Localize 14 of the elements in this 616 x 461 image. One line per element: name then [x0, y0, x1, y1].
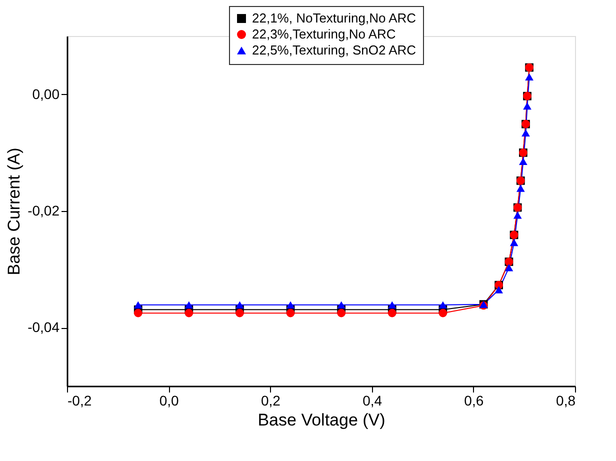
y-tick-label: -0,02 — [28, 202, 60, 218]
legend-label: 22,5%,Texturing, SnO2 ARC — [252, 42, 416, 58]
legend-label: 22,1%, NoTexturing,No ARC — [252, 10, 416, 26]
legend-label: 22,3%,Texturing,No ARC — [252, 26, 396, 42]
y-axis-title: Base Current (A) — [4, 148, 24, 276]
x-tick-label: 0,8 — [556, 392, 576, 408]
y-tick-label: -0,04 — [28, 319, 60, 336]
y-tick-label: 0,00 — [32, 86, 60, 102]
x-axis-title: Base Voltage (V) — [258, 410, 386, 430]
x-tick-label: 0,2 — [260, 392, 281, 408]
x-tick-label: 0,4 — [362, 392, 382, 408]
x-tick-label: 0,0 — [159, 392, 180, 408]
x-tick-label: 0,6 — [464, 392, 484, 408]
x-tick-label: -0,2 — [68, 392, 92, 408]
